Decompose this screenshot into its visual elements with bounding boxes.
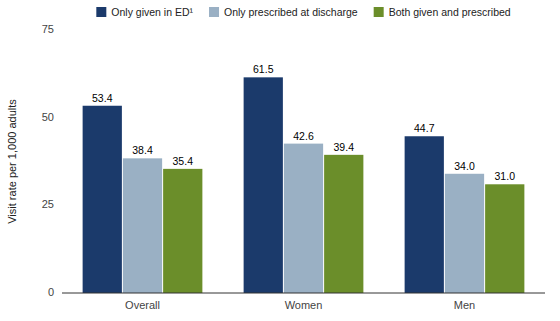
data-label: 53.4: [92, 92, 113, 104]
y-tick-label: 75: [42, 23, 54, 35]
data-label: 44.7: [414, 122, 435, 134]
bar: [244, 77, 283, 293]
data-label: 34.0: [454, 160, 475, 172]
data-label: 61.5: [253, 63, 274, 75]
legend-label: Both given and prescribed: [389, 6, 511, 18]
bar: [163, 169, 202, 293]
data-labels: 53.4 61.5 44.7 38.4 42.6 34.0 35.4 39.4 31.0: [92, 63, 515, 182]
bar: [324, 155, 363, 293]
y-tick-label: 25: [42, 198, 54, 210]
legend-label: Only given in ED¹: [111, 6, 193, 18]
legend-swatch: [374, 7, 384, 17]
data-label: 39.4: [334, 141, 355, 153]
x-tick-label: Overall: [125, 299, 160, 311]
bar: [445, 174, 484, 293]
y-axis-label: Visit rate per 1,000 adults: [6, 99, 18, 224]
data-label: 31.0: [495, 170, 516, 182]
legend-swatch: [209, 7, 219, 17]
data-label: 42.6: [293, 130, 314, 142]
x-tick-label: Men: [454, 299, 475, 311]
bars: [83, 77, 525, 293]
bar: [485, 184, 524, 293]
bar: [123, 158, 162, 293]
legend-label: Only prescribed at discharge: [224, 6, 358, 18]
data-label: 38.4: [132, 144, 153, 156]
bar: [284, 144, 323, 293]
y-tick-label: 0: [48, 286, 54, 298]
legend: Only given in ED¹ Only prescribed at disc…: [96, 6, 511, 18]
x-tick-label: Women: [285, 299, 323, 311]
bar: [83, 106, 122, 293]
legend-swatch: [96, 7, 106, 17]
data-label: 35.4: [173, 155, 194, 167]
chart: 0 25 50 75 Visit rate per 1,000 adults 53.4 61…: [0, 0, 560, 321]
y-tick-label: 50: [42, 111, 54, 123]
bar: [405, 136, 444, 293]
x-axis-line: [62, 293, 545, 294]
